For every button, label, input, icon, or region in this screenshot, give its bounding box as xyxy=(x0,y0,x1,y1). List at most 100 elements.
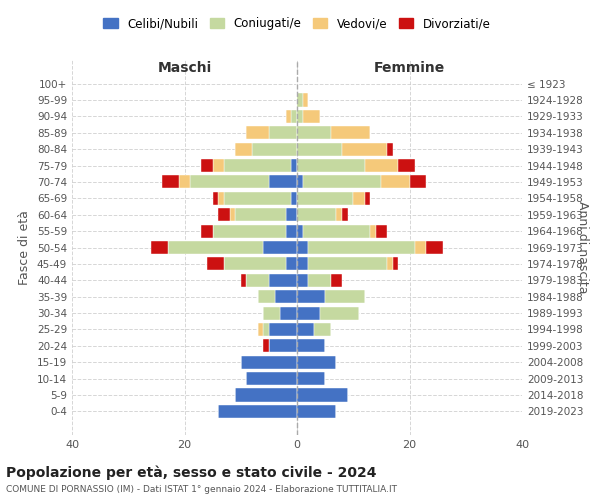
Bar xyxy=(257,290,275,303)
Bar xyxy=(297,159,365,172)
Bar xyxy=(212,192,218,205)
Bar xyxy=(297,340,325,352)
Bar xyxy=(427,241,443,254)
Bar xyxy=(297,176,302,188)
Bar xyxy=(212,224,286,237)
Bar xyxy=(297,372,325,385)
Bar xyxy=(314,323,331,336)
Bar xyxy=(247,372,297,385)
Bar xyxy=(297,274,308,287)
Bar xyxy=(218,405,297,418)
Bar xyxy=(297,142,342,156)
Bar xyxy=(224,258,286,270)
Legend: Celibi/Nubili, Coniugati/e, Vedovi/e, Divorziati/e: Celibi/Nubili, Coniugati/e, Vedovi/e, Di… xyxy=(103,17,491,30)
Bar xyxy=(342,208,347,222)
Bar xyxy=(263,306,280,320)
Bar xyxy=(331,126,370,140)
Bar xyxy=(269,176,297,188)
Bar xyxy=(302,224,370,237)
Y-axis label: Anni di nascita: Anni di nascita xyxy=(576,201,589,294)
Bar xyxy=(382,176,409,188)
Bar xyxy=(342,142,387,156)
Bar xyxy=(292,110,297,123)
Bar xyxy=(292,192,297,205)
Bar xyxy=(224,192,292,205)
Bar xyxy=(370,224,376,237)
Y-axis label: Fasce di età: Fasce di età xyxy=(19,210,31,285)
Bar xyxy=(297,388,347,402)
Bar xyxy=(247,126,269,140)
Bar xyxy=(269,340,297,352)
Bar xyxy=(179,176,190,188)
Bar xyxy=(398,159,415,172)
Text: Popolazione per età, sesso e stato civile - 2024: Popolazione per età, sesso e stato civil… xyxy=(6,465,377,479)
Bar xyxy=(297,126,331,140)
Bar xyxy=(257,323,263,336)
Bar xyxy=(409,176,427,188)
Bar xyxy=(269,323,297,336)
Bar xyxy=(263,241,297,254)
Bar xyxy=(302,176,382,188)
Bar xyxy=(235,388,297,402)
Bar xyxy=(297,224,302,237)
Bar xyxy=(365,192,370,205)
Bar xyxy=(269,126,297,140)
Bar xyxy=(297,306,320,320)
Bar xyxy=(325,290,365,303)
Bar xyxy=(218,192,224,205)
Bar xyxy=(286,224,297,237)
Bar xyxy=(297,192,353,205)
Bar xyxy=(207,258,224,270)
Bar xyxy=(167,241,263,254)
Bar xyxy=(415,241,427,254)
Bar xyxy=(269,274,297,287)
Bar xyxy=(263,323,269,336)
Bar xyxy=(297,323,314,336)
Bar xyxy=(337,208,342,222)
Bar xyxy=(151,241,167,254)
Bar xyxy=(308,241,415,254)
Bar xyxy=(308,274,331,287)
Bar xyxy=(252,142,297,156)
Bar xyxy=(392,258,398,270)
Bar xyxy=(308,258,387,270)
Text: Maschi: Maschi xyxy=(157,62,212,76)
Bar xyxy=(376,224,387,237)
Bar xyxy=(297,356,337,369)
Bar xyxy=(247,274,269,287)
Bar xyxy=(275,290,297,303)
Bar xyxy=(331,274,342,287)
Bar xyxy=(280,306,297,320)
Bar xyxy=(297,94,302,106)
Bar xyxy=(320,306,359,320)
Bar xyxy=(297,110,302,123)
Bar xyxy=(297,290,325,303)
Bar xyxy=(286,258,297,270)
Bar xyxy=(229,208,235,222)
Bar xyxy=(286,208,297,222)
Text: Femmine: Femmine xyxy=(374,62,445,76)
Bar xyxy=(202,224,212,237)
Bar xyxy=(297,208,337,222)
Bar xyxy=(297,258,308,270)
Bar xyxy=(297,241,308,254)
Bar xyxy=(387,258,392,270)
Bar xyxy=(218,208,229,222)
Bar xyxy=(235,142,252,156)
Bar xyxy=(162,176,179,188)
Bar xyxy=(353,192,365,205)
Bar xyxy=(263,340,269,352)
Bar xyxy=(365,159,398,172)
Bar xyxy=(297,405,337,418)
Bar xyxy=(302,94,308,106)
Bar xyxy=(224,159,292,172)
Bar xyxy=(235,208,286,222)
Bar xyxy=(212,159,224,172)
Bar xyxy=(286,110,292,123)
Bar xyxy=(241,356,297,369)
Bar xyxy=(190,176,269,188)
Bar xyxy=(302,110,320,123)
Bar xyxy=(387,142,392,156)
Bar xyxy=(292,159,297,172)
Bar xyxy=(202,159,212,172)
